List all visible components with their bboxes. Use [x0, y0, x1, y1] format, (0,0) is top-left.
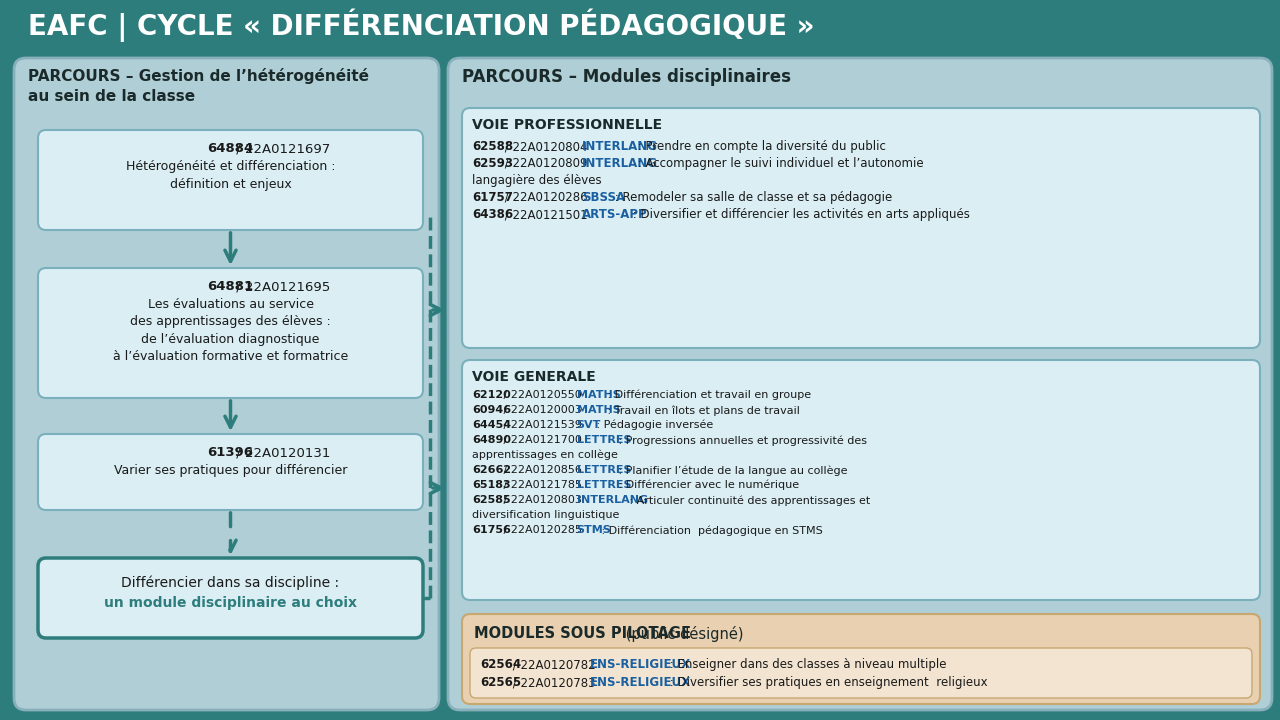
Text: / 22A0120803: / 22A0120803 — [499, 495, 585, 505]
FancyBboxPatch shape — [38, 268, 422, 398]
Text: : Différenciation et travail en groupe: : Différenciation et travail en groupe — [604, 390, 812, 400]
FancyBboxPatch shape — [38, 434, 422, 510]
Text: : Remodeler sa salle de classe et sa pédagogie: : Remodeler sa salle de classe et sa péd… — [612, 191, 892, 204]
Text: 62593: 62593 — [472, 157, 513, 170]
Text: / 22A0120285: / 22A0120285 — [499, 525, 585, 535]
Text: / 22A0120782: / 22A0120782 — [509, 658, 599, 671]
FancyBboxPatch shape — [38, 558, 422, 638]
Text: : Accompagner le suivi individuel et l’autonomie: : Accompagner le suivi individuel et l’a… — [635, 157, 924, 170]
Text: 61396: 61396 — [207, 446, 253, 459]
Text: : Pédagogie inversée: : Pédagogie inversée — [593, 420, 713, 431]
Text: (public désigné): (public désigné) — [621, 626, 744, 642]
Text: / 22A0121695: / 22A0121695 — [233, 280, 330, 293]
Text: : Diversifier et différencier les activités en arts appliqués: : Diversifier et différencier les activi… — [628, 208, 969, 221]
Text: / 22A0120550: / 22A0120550 — [499, 390, 585, 400]
Text: 64890: 64890 — [472, 435, 511, 445]
Text: Varier ses pratiques pour différencier: Varier ses pratiques pour différencier — [114, 464, 347, 477]
Text: VOIE PROFESSIONNELLE: VOIE PROFESSIONNELLE — [472, 118, 662, 132]
Text: / 22A0121697: / 22A0121697 — [233, 142, 330, 155]
Text: INTERLANG: INTERLANG — [582, 140, 658, 153]
Text: LETTRES: LETTRES — [576, 480, 631, 490]
FancyBboxPatch shape — [462, 108, 1260, 348]
Text: : Articuler continuité des apprentissages et: : Articuler continuité des apprentissage… — [626, 495, 870, 505]
FancyBboxPatch shape — [38, 130, 422, 230]
FancyBboxPatch shape — [470, 648, 1252, 698]
Text: 65183: 65183 — [472, 480, 511, 490]
FancyBboxPatch shape — [448, 58, 1272, 710]
Text: ARTS-APP: ARTS-APP — [582, 208, 648, 221]
Text: ENS-RELIGIEUX: ENS-RELIGIEUX — [590, 676, 691, 689]
Text: : Prendre en compte la diversité du public: : Prendre en compte la diversité du publ… — [635, 140, 886, 153]
Text: apprentissages en collège: apprentissages en collège — [472, 450, 618, 461]
Text: Hétérogénéité et différenciation :
définition et enjeux: Hétérogénéité et différenciation : défin… — [125, 160, 335, 191]
Text: STMS: STMS — [576, 525, 612, 535]
Text: : Enseigner dans des classes à niveau multiple: : Enseigner dans des classes à niveau mu… — [666, 658, 946, 671]
Text: / 22A0121539: / 22A0121539 — [499, 420, 585, 430]
Text: / 22A0120804: / 22A0120804 — [500, 140, 591, 153]
Text: 64884: 64884 — [207, 142, 253, 155]
Text: 62662: 62662 — [472, 465, 511, 475]
Text: un module disciplinaire au choix: un module disciplinaire au choix — [104, 596, 357, 610]
Text: 62585: 62585 — [472, 495, 511, 505]
Text: INTERLANG: INTERLANG — [576, 495, 648, 505]
Text: : Progressions annuelles et progressivité des: : Progressions annuelles et progressivit… — [614, 435, 867, 446]
Text: MATHS: MATHS — [576, 405, 621, 415]
Text: / 22A0120131: / 22A0120131 — [233, 446, 330, 459]
Text: : Planifier l’étude de la langue au collège: : Planifier l’étude de la langue au coll… — [614, 465, 847, 475]
Text: / 22A0120856: / 22A0120856 — [499, 465, 585, 475]
FancyBboxPatch shape — [462, 360, 1260, 600]
Text: : Diversifier ses pratiques en enseignement  religieux: : Diversifier ses pratiques en enseignem… — [666, 676, 987, 689]
Text: / 22A0120783: / 22A0120783 — [509, 676, 599, 689]
Text: 62588: 62588 — [472, 140, 513, 153]
Text: / 22A0121785: / 22A0121785 — [499, 480, 585, 490]
Text: 64881: 64881 — [207, 280, 253, 293]
Text: VOIE GENERALE: VOIE GENERALE — [472, 370, 595, 384]
Text: Différencier dans sa discipline :: Différencier dans sa discipline : — [122, 576, 339, 590]
Text: 60946: 60946 — [472, 405, 511, 415]
Text: EAFC | CYCLE « DIFFÉRENCIATION PÉDAGOGIQUE »: EAFC | CYCLE « DIFFÉRENCIATION PÉDAGOGIQ… — [28, 8, 814, 42]
Text: INTERLANG: INTERLANG — [582, 157, 658, 170]
Text: 64386: 64386 — [472, 208, 513, 221]
Text: langagière des élèves: langagière des élèves — [472, 174, 602, 187]
Text: / 22A0120809: / 22A0120809 — [500, 157, 591, 170]
Text: MODULES SOUS PILOTAGE: MODULES SOUS PILOTAGE — [474, 626, 691, 641]
Text: ENS-RELIGIEUX: ENS-RELIGIEUX — [590, 658, 691, 671]
Text: : Travail en îlots et plans de travail: : Travail en îlots et plans de travail — [604, 405, 800, 415]
Text: 61756: 61756 — [472, 525, 511, 535]
FancyBboxPatch shape — [14, 58, 439, 710]
Text: / 22A0120286: / 22A0120286 — [500, 191, 591, 204]
Text: diversification linguistique: diversification linguistique — [472, 510, 620, 520]
Text: 62565: 62565 — [480, 676, 521, 689]
Text: : Différenciation  pédagogique en STMS: : Différenciation pédagogique en STMS — [599, 525, 823, 536]
Text: 62564: 62564 — [480, 658, 521, 671]
Text: LETTRES: LETTRES — [576, 435, 631, 445]
Text: LETTRES: LETTRES — [576, 465, 631, 475]
Text: PARCOURS – Gestion de l’hétérogénéité
au sein de la classe: PARCOURS – Gestion de l’hétérogénéité au… — [28, 68, 369, 104]
Text: 62120: 62120 — [472, 390, 511, 400]
Text: 64454: 64454 — [472, 420, 511, 430]
Text: SVT: SVT — [576, 420, 600, 430]
Text: / 22A0121501: / 22A0121501 — [500, 208, 591, 221]
Text: PARCOURS – Modules disciplinaires: PARCOURS – Modules disciplinaires — [462, 68, 791, 86]
Text: 61757: 61757 — [472, 191, 513, 204]
FancyBboxPatch shape — [462, 614, 1260, 704]
Text: Les évaluations au service
des apprentissages des élèves :
de l’évaluation diagn: Les évaluations au service des apprentis… — [113, 298, 348, 364]
Text: SBSSA: SBSSA — [582, 191, 626, 204]
Text: / 22A0121700: / 22A0121700 — [499, 435, 585, 445]
Text: MATHS: MATHS — [576, 390, 621, 400]
Text: / 22A0120003: / 22A0120003 — [499, 405, 585, 415]
Text: : Différencier avec le numérique: : Différencier avec le numérique — [614, 480, 799, 490]
